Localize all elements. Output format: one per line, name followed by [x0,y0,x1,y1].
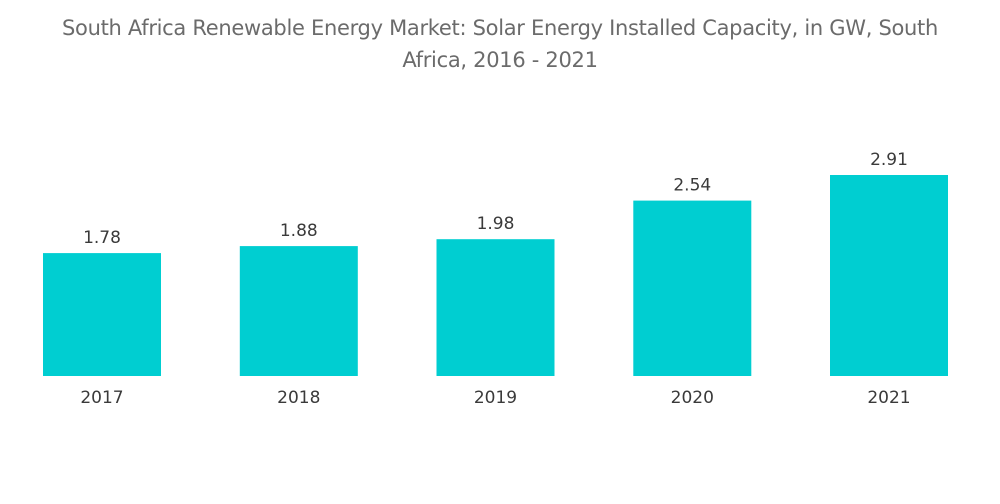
value-labels-group: 1.78 1.88 1.98 2.54 2.91 [83,150,908,248]
value-label-2018: 1.88 [280,221,318,241]
x-tick-2020: 2020 [671,388,714,408]
bar-2017 [43,253,161,376]
x-tick-2021: 2021 [867,388,910,408]
value-label-2020: 2.54 [673,176,711,196]
value-label-2017: 1.78 [83,228,121,248]
value-label-2019: 1.98 [477,214,515,234]
bar-2018 [239,246,358,376]
bar-2020 [633,200,752,376]
bars-group [43,175,948,376]
x-tick-2019: 2019 [474,388,517,408]
x-axis-tick-labels: 2017 2018 2019 2020 2021 [80,388,910,408]
bar-2021 [830,175,948,376]
chart-title-line-2: Africa, 2016 - 2021 [402,48,598,72]
x-tick-2018: 2018 [277,388,320,408]
value-label-2021: 2.91 [870,150,908,170]
bar-2019 [436,239,555,376]
x-tick-2017: 2017 [80,388,123,408]
chart-title: South Africa Renewable Energy Market: So… [0,12,1000,76]
chart-title-line-1: South Africa Renewable Energy Market: So… [62,16,938,40]
